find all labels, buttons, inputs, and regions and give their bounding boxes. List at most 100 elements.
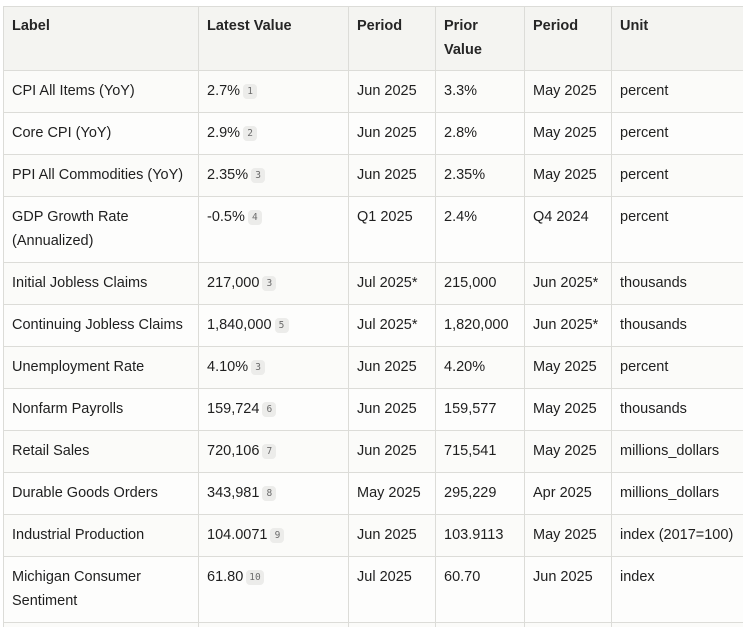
cell-period: Q1 2025	[348, 196, 436, 263]
cell-label: Michigan Consumer Sentiment	[3, 556, 199, 623]
citation-badge[interactable]: 4	[247, 210, 262, 225]
cell-prior-period: May 2025	[524, 514, 612, 557]
table-row: Unemployment Rate 4.10% 3 Jun 2025 4.20% …	[3, 346, 743, 389]
citation-badge[interactable]: 7	[262, 444, 277, 459]
cell-unit: percent	[611, 196, 743, 263]
table-row: Initial Jobless Claims 217,000 3 Jul 2025…	[3, 262, 743, 305]
latest-value-text: 2.35%	[207, 167, 249, 183]
latest-value-text: 2.7%	[207, 83, 241, 99]
latest-value-text: 217,000	[207, 275, 260, 291]
cell-period: Jun 2025	[348, 346, 436, 389]
header-latest-value: Latest Value	[198, 6, 349, 71]
citation-badge[interactable]: 5	[274, 318, 289, 333]
header-prior-period: Period	[524, 6, 612, 71]
cell-period: Jun 2025	[348, 70, 436, 113]
economic-indicators-table: Label Latest Value Period Prior Value Pe…	[3, 6, 743, 627]
cell-prior-period: May 2025	[524, 430, 612, 473]
cell-unit: percent	[611, 70, 743, 113]
cell-prior-period: Apr 2025	[524, 472, 612, 515]
cell-unit: millions_dollars	[611, 472, 743, 515]
cell-latest-value: 159,724 6	[198, 388, 349, 431]
cell-period: Jun 2025	[348, 112, 436, 155]
cell-prior-period: Jun 2025*	[524, 262, 612, 305]
header-row: Label Latest Value Period Prior Value Pe…	[3, 6, 743, 71]
cell-label: Nonfarm Payrolls	[3, 388, 199, 431]
table-body: CPI All Items (YoY) 2.7% 1 Jun 2025 3.3% …	[3, 70, 743, 627]
cell-label: Retail Sales	[3, 430, 199, 473]
cell-label-empty	[3, 622, 199, 627]
table-row: Core CPI (YoY) 2.9% 2 Jun 2025 2.8% May 2…	[3, 112, 743, 155]
table-row: Continuing Jobless Claims 1,840,000 5 Jul…	[3, 304, 743, 347]
cell-label: PPI All Commodities (YoY)	[3, 154, 199, 197]
citation-badge[interactable]: 3	[262, 276, 277, 291]
cell-prior-period: Q4 2024	[524, 196, 612, 263]
citation-badge[interactable]: 3	[251, 168, 266, 183]
cell-prior-value: 215,000	[435, 262, 525, 305]
table-row: Michigan Consumer Sentiment 61.80 10 Jul …	[3, 556, 743, 623]
cell-prior-value: 1,820,000	[435, 304, 525, 347]
cell-unit: percent	[611, 346, 743, 389]
citation-badge[interactable]: 3	[251, 360, 266, 375]
table-row: GDP Growth Rate (Annualized) -0.5% 4 Q1 2…	[3, 196, 743, 263]
header-unit: Unit	[611, 6, 743, 71]
latest-value-text: 1,840,000	[207, 317, 272, 333]
cell-label: Unemployment Rate	[3, 346, 199, 389]
cell-prior-value: 2.4%	[435, 196, 525, 263]
latest-value-text: 159,724	[207, 401, 260, 417]
cell-period: Jul 2025*	[348, 304, 436, 347]
cell-prior-value: 4.20%	[435, 346, 525, 389]
citation-badge[interactable]: 2	[243, 126, 258, 141]
cell-label: Continuing Jobless Claims	[3, 304, 199, 347]
cell-label: Durable Goods Orders	[3, 472, 199, 515]
cell-period: Jun 2025	[348, 430, 436, 473]
cell-prior-empty	[435, 622, 525, 627]
citation-badge[interactable]: 1	[243, 84, 258, 99]
citation-badge[interactable]: 8	[262, 486, 277, 501]
cell-latest-value: 2.35% 3	[198, 154, 349, 197]
cell-latest-value: 343,981 8	[198, 472, 349, 515]
cell-label: Initial Jobless Claims	[3, 262, 199, 305]
cell-unit: thousands	[611, 388, 743, 431]
cell-unit: percent	[611, 112, 743, 155]
cell-latest-value: 2.9% 2	[198, 112, 349, 155]
cell-prior-period: May 2025	[524, 388, 612, 431]
table-header: Label Latest Value Period Prior Value Pe…	[3, 6, 743, 71]
header-prior-value: Prior Value	[435, 6, 525, 71]
latest-value-text: 2.9%	[207, 125, 241, 141]
cell-latest-value: 4.10% 3	[198, 346, 349, 389]
cell-unit: millions_dollars	[611, 430, 743, 473]
cell-period: Jun 2025	[348, 154, 436, 197]
table-row-partial	[3, 622, 743, 627]
cell-label: Core CPI (YoY)	[3, 112, 199, 155]
cell-label: GDP Growth Rate (Annualized)	[3, 196, 199, 263]
cell-latest-value: 2.7% 1	[198, 70, 349, 113]
header-period: Period	[348, 6, 436, 71]
table-row: Durable Goods Orders 343,981 8 May 2025 2…	[3, 472, 743, 515]
cell-prior-value: 2.35%	[435, 154, 525, 197]
cell-prior-period: Jun 2025	[524, 556, 612, 623]
cell-unit: index	[611, 556, 743, 623]
citation-badge[interactable]: 6	[262, 402, 277, 417]
cell-prior-period: Jun 2025*	[524, 304, 612, 347]
cell-latest-value: 217,000 3	[198, 262, 349, 305]
cell-unit-empty	[611, 622, 743, 627]
citation-badge[interactable]: 10	[246, 570, 264, 585]
cell-period: Jun 2025	[348, 388, 436, 431]
cell-label: Industrial Production	[3, 514, 199, 557]
cell-period: Jul 2025	[348, 556, 436, 623]
cell-latest-value: 720,106 7	[198, 430, 349, 473]
cell-latest-value: -0.5% 4	[198, 196, 349, 263]
latest-value-text: 4.10%	[207, 359, 249, 375]
cell-latest-value: 1,840,000 5	[198, 304, 349, 347]
latest-value-text: 343,981	[207, 485, 260, 501]
cell-prior-value: 2.8%	[435, 112, 525, 155]
cell-prior-value: 715,541	[435, 430, 525, 473]
cell-period-empty	[348, 622, 436, 627]
cell-unit: thousands	[611, 304, 743, 347]
citation-badge[interactable]: 9	[270, 528, 285, 543]
cell-prior-period: May 2025	[524, 112, 612, 155]
cell-prior-value: 60.70	[435, 556, 525, 623]
table-row: Nonfarm Payrolls 159,724 6 Jun 2025 159,5…	[3, 388, 743, 431]
cell-prior-value: 103.9113	[435, 514, 525, 557]
